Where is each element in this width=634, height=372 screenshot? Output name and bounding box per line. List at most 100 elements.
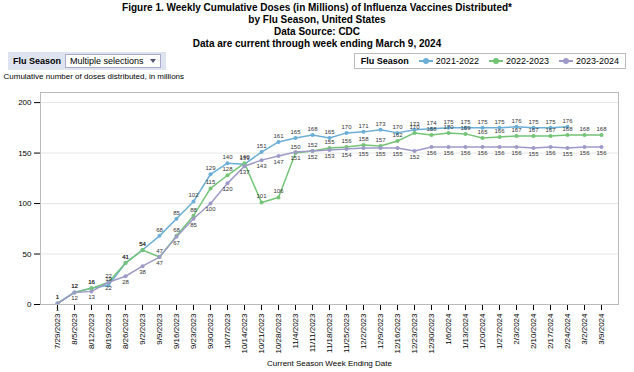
svg-text:54: 54 xyxy=(139,241,146,247)
svg-text:115: 115 xyxy=(206,179,216,185)
svg-text:156: 156 xyxy=(494,150,505,156)
svg-text:147: 147 xyxy=(273,159,284,165)
svg-text:38: 38 xyxy=(139,269,146,275)
svg-text:8/26/2023: 8/26/2023 xyxy=(121,313,130,349)
svg-text:8/19/2023: 8/19/2023 xyxy=(104,313,113,349)
svg-text:151: 151 xyxy=(256,143,267,149)
svg-text:154: 154 xyxy=(341,152,352,158)
svg-text:157: 157 xyxy=(375,137,386,143)
svg-text:170: 170 xyxy=(392,124,403,130)
svg-text:12/23/2023: 12/23/2023 xyxy=(410,313,419,354)
svg-text:167: 167 xyxy=(511,127,522,133)
svg-text:168: 168 xyxy=(579,126,590,132)
svg-text:2/24/2024: 2/24/2024 xyxy=(563,313,572,349)
svg-text:129: 129 xyxy=(205,165,216,171)
svg-text:7/29/2023: 7/29/2023 xyxy=(53,313,62,349)
svg-text:120: 120 xyxy=(222,186,233,192)
svg-text:158: 158 xyxy=(358,136,369,142)
svg-text:168: 168 xyxy=(307,126,318,132)
svg-text:156: 156 xyxy=(477,150,488,156)
svg-text:3/2/2024: 3/2/2024 xyxy=(580,313,589,345)
svg-text:Cumulative number of doses dis: Cumulative number of doses distributed, … xyxy=(4,72,185,81)
svg-text:22: 22 xyxy=(105,285,112,291)
svg-text:161: 161 xyxy=(273,133,284,139)
svg-text:170: 170 xyxy=(443,124,454,130)
svg-text:12: 12 xyxy=(71,295,78,301)
svg-text:175: 175 xyxy=(477,119,488,125)
svg-text:3/9/2024: 3/9/2024 xyxy=(597,313,606,345)
svg-text:1: 1 xyxy=(56,306,60,312)
svg-text:9/30/2023: 9/30/2023 xyxy=(206,313,215,349)
svg-text:176: 176 xyxy=(562,118,573,124)
svg-text:166: 166 xyxy=(494,128,505,134)
svg-text:2/10/2024: 2/10/2024 xyxy=(529,313,538,349)
svg-text:2/17/2024: 2/17/2024 xyxy=(546,313,555,349)
svg-text:85: 85 xyxy=(190,222,197,228)
svg-text:47: 47 xyxy=(156,260,163,266)
svg-text:156: 156 xyxy=(341,138,352,144)
svg-text:12/16/2023: 12/16/2023 xyxy=(393,313,402,354)
svg-text:150: 150 xyxy=(290,144,301,150)
svg-text:155: 155 xyxy=(562,151,573,157)
svg-text:11/11/2023: 11/11/2023 xyxy=(308,313,317,352)
svg-text:170: 170 xyxy=(409,124,420,130)
svg-text:155: 155 xyxy=(528,151,539,157)
svg-text:9/2/2023: 9/2/2023 xyxy=(138,313,147,345)
svg-text:155: 155 xyxy=(375,151,386,157)
svg-text:22: 22 xyxy=(105,273,112,279)
svg-text:Current Season Week Ending Dat: Current Season Week Ending Date xyxy=(267,359,392,368)
svg-text:11/4/2023: 11/4/2023 xyxy=(291,313,300,349)
svg-text:156: 156 xyxy=(460,150,471,156)
svg-text:152: 152 xyxy=(409,154,420,160)
svg-text:12: 12 xyxy=(71,283,78,289)
svg-text:12/30/2023: 12/30/2023 xyxy=(427,313,436,354)
svg-text:156: 156 xyxy=(426,150,437,156)
svg-text:11/25/2023: 11/25/2023 xyxy=(342,313,351,353)
svg-text:165: 165 xyxy=(324,129,335,135)
svg-text:67: 67 xyxy=(173,240,180,246)
svg-text:168: 168 xyxy=(596,126,607,132)
svg-text:175: 175 xyxy=(545,119,556,125)
svg-text:8/5/2023: 8/5/2023 xyxy=(70,313,79,345)
svg-text:156: 156 xyxy=(511,150,522,156)
svg-text:170: 170 xyxy=(341,124,352,130)
svg-text:8/12/2023: 8/12/2023 xyxy=(87,313,96,349)
svg-text:101: 101 xyxy=(256,193,267,199)
svg-text:165: 165 xyxy=(290,129,301,135)
svg-text:156: 156 xyxy=(545,150,556,156)
svg-text:9/23/2023: 9/23/2023 xyxy=(189,313,198,349)
svg-text:168: 168 xyxy=(426,126,437,132)
svg-text:162: 162 xyxy=(392,132,403,138)
svg-text:1: 1 xyxy=(56,294,60,300)
svg-text:140: 140 xyxy=(239,154,250,160)
svg-text:175: 175 xyxy=(528,119,539,125)
svg-text:1/13/2024: 1/13/2024 xyxy=(461,313,470,349)
svg-text:155: 155 xyxy=(324,139,335,145)
svg-text:106: 106 xyxy=(273,188,284,194)
svg-text:176: 176 xyxy=(511,118,522,124)
svg-text:12/9/2023: 12/9/2023 xyxy=(376,313,385,349)
svg-text:155: 155 xyxy=(358,151,369,157)
svg-text:85: 85 xyxy=(173,210,180,216)
svg-text:173: 173 xyxy=(375,121,386,127)
svg-text:13: 13 xyxy=(88,294,95,300)
svg-text:102: 102 xyxy=(188,192,199,198)
svg-text:143: 143 xyxy=(256,163,267,169)
svg-text:1: 1 xyxy=(56,294,60,300)
svg-text:2/3/2024: 2/3/2024 xyxy=(512,313,521,345)
svg-text:152: 152 xyxy=(307,154,318,160)
svg-text:10/21/2023: 10/21/2023 xyxy=(257,313,266,354)
svg-text:167: 167 xyxy=(545,127,556,133)
svg-text:12: 12 xyxy=(71,283,78,289)
svg-text:165: 165 xyxy=(477,129,488,135)
svg-text:41: 41 xyxy=(122,254,129,260)
svg-text:100: 100 xyxy=(205,206,216,212)
svg-text:12/2/2023: 12/2/2023 xyxy=(359,313,368,349)
svg-text:150: 150 xyxy=(18,149,32,158)
svg-text:156: 156 xyxy=(443,150,454,156)
svg-text:28: 28 xyxy=(122,279,129,285)
svg-text:88: 88 xyxy=(190,207,197,213)
svg-text:41: 41 xyxy=(122,254,129,260)
svg-text:9/9/2023: 9/9/2023 xyxy=(155,313,164,345)
svg-text:11/18/2023: 11/18/2023 xyxy=(325,313,334,353)
